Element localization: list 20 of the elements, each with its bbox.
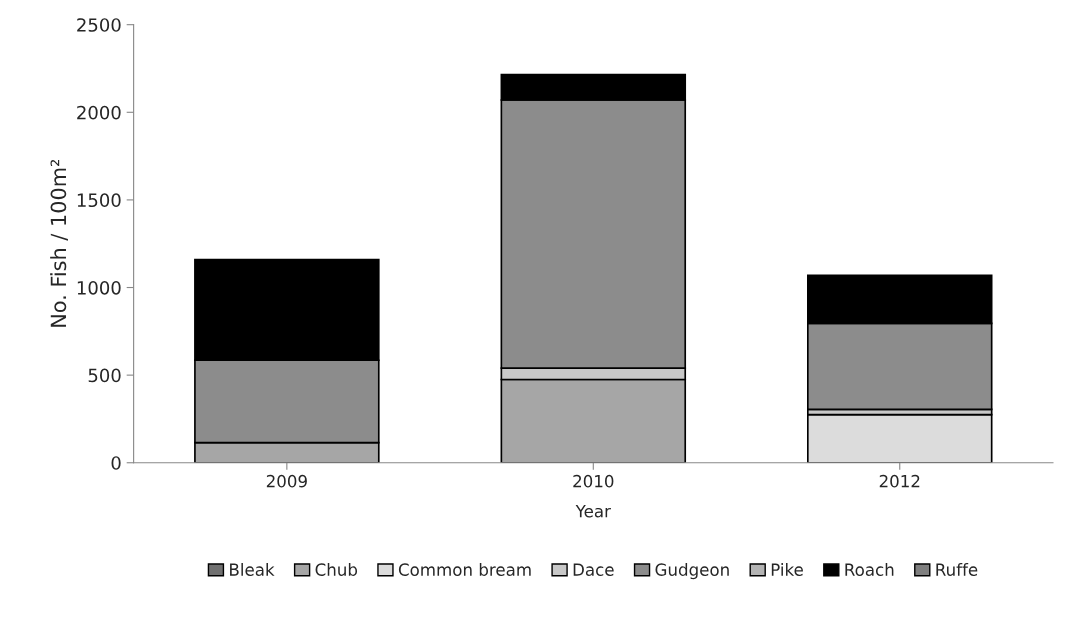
legend-label: Chub — [315, 563, 358, 576]
y-axis-title: No. Fish / 100m² — [50, 159, 68, 327]
x-axis-title: Year — [575, 505, 611, 518]
legend-label: Ruffe — [936, 563, 978, 576]
legend-label: Roach — [845, 563, 894, 576]
x-tick-label: 2009 — [266, 474, 307, 488]
bar — [806, 413, 993, 463]
legend-label: Pike — [771, 563, 803, 576]
x-tick-label: 2010 — [573, 474, 614, 488]
legend-label: Common bream — [398, 563, 531, 576]
y-tick-label: 500 — [88, 368, 121, 383]
x-tick-label: 2012 — [879, 474, 920, 488]
y-tick-label: 1000 — [77, 280, 121, 295]
y-tick-label: 1500 — [77, 193, 121, 208]
legend-label: Bleak — [230, 563, 275, 576]
y-tick-label: 2000 — [77, 105, 121, 120]
y-tick-label: 0 — [111, 456, 121, 470]
legend-label: Gudgeon — [655, 563, 729, 580]
y-tick-label: 2500 — [77, 18, 121, 32]
legend-label: Dace — [573, 563, 614, 576]
